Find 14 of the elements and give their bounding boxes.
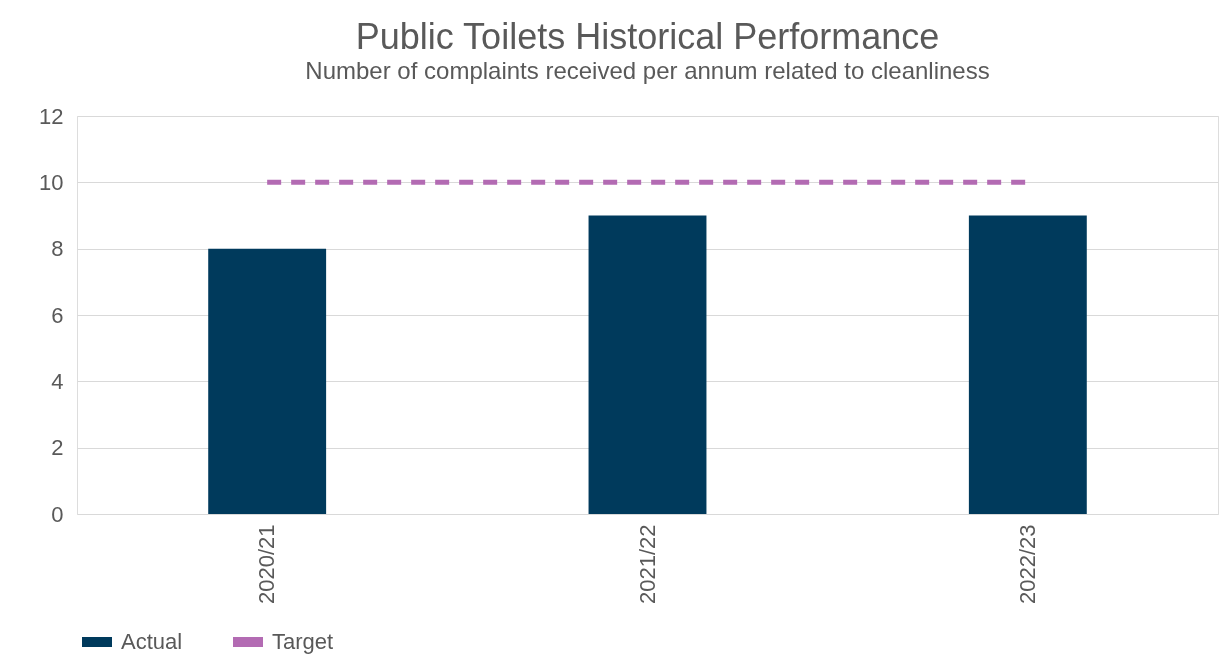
legend-label: Target <box>272 629 334 654</box>
x-tick-label: 2020/21 <box>254 524 280 605</box>
y-tick-label: 2 <box>51 435 64 461</box>
chart-title: Public Toilets Historical Performance <box>355 16 940 57</box>
x-tick-label: 2021/22 <box>634 524 660 605</box>
x-tick-label: 2022/23 <box>1014 524 1040 605</box>
y-tick-label: 8 <box>51 236 64 262</box>
y-tick-label: 12 <box>39 103 64 129</box>
chart-subtitle: Number of complaints received per annum related to cleanliness <box>305 57 990 84</box>
y-tick-label: 0 <box>51 501 64 527</box>
y-tick-label: 4 <box>51 368 64 394</box>
legend-label: Actual <box>121 629 183 654</box>
y-tick-label: 10 <box>39 169 64 195</box>
y-tick-label: 6 <box>51 302 64 328</box>
